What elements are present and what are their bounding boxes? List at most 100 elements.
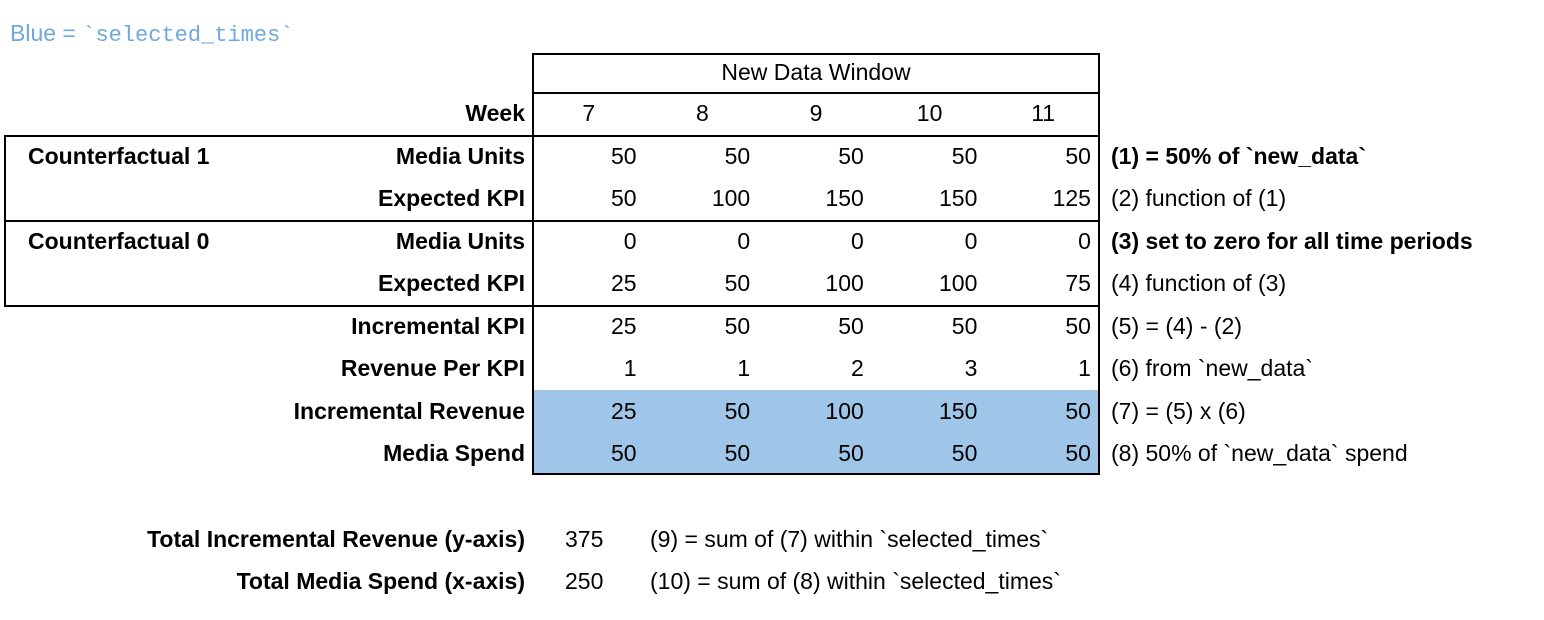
data-cell: 50 [951, 440, 978, 467]
spacer [525, 135, 532, 178]
row-label: Revenue Per KPI [340, 355, 525, 382]
row-annotation: (2) function of (1) [1111, 185, 1287, 212]
group-label: Counterfactual 0 [28, 227, 210, 254]
data-cell: 150 [939, 397, 978, 424]
week-cell: 10 [916, 100, 943, 126]
data-cell: 50 [1065, 440, 1091, 467]
row-label: Incremental Revenue [293, 397, 525, 424]
data-cell: 50 [1065, 397, 1091, 424]
row-values: 25 50 50 50 50 [532, 305, 1100, 348]
data-cell: 125 [1052, 185, 1091, 212]
data-cell: 50 [838, 142, 864, 169]
row-annotation: (3) set to zero for all time periods [1111, 227, 1473, 254]
data-cell: 150 [939, 185, 978, 212]
data-cell: 0 [623, 227, 637, 254]
data-cell: 50 [951, 312, 978, 339]
row-label: Expected KPI [378, 185, 525, 212]
data-cell: 25 [611, 270, 637, 297]
data-cell: 50 [724, 440, 751, 467]
data-cell: 50 [611, 142, 637, 169]
data-cell: 50 [724, 142, 751, 169]
row-values: 0 0 0 0 0 [532, 220, 1100, 263]
group-label [0, 390, 240, 433]
total-value: 250 [565, 567, 604, 594]
data-cell: 50 [724, 397, 751, 424]
table-row-incremental-revenue: Incremental Revenue 25 50 100 150 50 (7)… [0, 390, 1544, 433]
spacer [525, 263, 532, 306]
data-cell: 50 [838, 312, 864, 339]
data-cell: 1 [623, 355, 637, 382]
data-cell: 50 [724, 270, 751, 297]
table-row-cf0-expected-kpi: Expected KPI 25 50 100 100 75 (4) functi… [0, 263, 1544, 306]
data-cell: 1 [737, 355, 751, 382]
row-values: 25 50 100 100 75 [532, 263, 1100, 306]
row-label: Media Units [395, 227, 525, 254]
row-annotation: (4) function of (3) [1111, 270, 1287, 297]
total-value: 375 [565, 525, 604, 552]
data-cell: 3 [964, 355, 978, 382]
table-row-cf1-expected-kpi: Expected KPI 50 100 150 150 125 (2) func… [0, 178, 1544, 221]
data-cell: 100 [825, 270, 864, 297]
row-label: Media Spend [383, 440, 525, 467]
total-label: Total Media Spend (x-axis) [236, 567, 525, 594]
data-cell: 100 [711, 185, 751, 212]
week-cell: 11 [1031, 100, 1056, 126]
table-row-cf0-media-units: Counterfactual 0 Media Units 0 0 0 0 0 (… [0, 220, 1544, 263]
spacer [525, 348, 532, 391]
data-cell: 50 [838, 440, 864, 467]
row-values: 50 50 50 50 50 [532, 432, 1100, 475]
spacer [525, 220, 532, 263]
row-annotation: (1) = 50% of `new_data` [1111, 142, 1366, 169]
data-cell: 0 [1078, 227, 1091, 254]
row-annotation: (5) = (4) - (2) [1111, 312, 1242, 339]
data-cell: 0 [850, 227, 864, 254]
week-cell: 8 [695, 100, 709, 126]
row-annotation: (8) 50% of `new_data` spend [1111, 440, 1408, 467]
group-label [0, 348, 240, 391]
week-values: 7 8 9 10 11 [532, 92, 1100, 135]
table-row-media-spend: Media Spend 50 50 50 50 50 (8) 50% of `n… [0, 432, 1544, 476]
row-values: 1 1 2 3 1 [532, 348, 1100, 391]
data-cell: 50 [1065, 312, 1091, 339]
data-cell: 50 [951, 142, 978, 169]
group-label [0, 178, 240, 221]
group-label [0, 433, 240, 476]
legend-text: Blue = [10, 20, 83, 46]
data-cell: 150 [825, 185, 864, 212]
data-cell: 25 [611, 312, 637, 339]
row-annotation: (6) from `new_data` [1111, 355, 1313, 382]
legend-code: `selected_times` [82, 23, 294, 48]
total-annotation: (9) = sum of (7) within `selected_times` [650, 525, 1049, 552]
group-label [0, 263, 240, 306]
spacer [525, 178, 532, 221]
week-header-row: Week 7 8 9 10 11 [0, 92, 1544, 135]
spacer [525, 390, 532, 433]
row-label: Expected KPI [378, 270, 525, 297]
total-row-incremental-revenue: Total Incremental Revenue (y-axis) 375 (… [0, 518, 1544, 560]
group-label [0, 92, 240, 135]
table-row-incremental-kpi: Incremental KPI 25 50 50 50 50 (5) = (4)… [0, 305, 1544, 348]
data-cell: 75 [1065, 270, 1091, 297]
table-row-cf1-media-units: Counterfactual 1 Media Units 50 50 50 50… [0, 135, 1544, 178]
row-label: Incremental KPI [351, 312, 525, 339]
data-cell: 50 [724, 312, 751, 339]
data-cell: 50 [611, 185, 637, 212]
data-cell: 1 [1078, 355, 1091, 382]
row-values: 50 100 150 150 125 [532, 178, 1100, 221]
total-annotation: (10) = sum of (8) within `selected_times… [650, 567, 1061, 594]
data-cell: 25 [611, 397, 637, 424]
group-label: Counterfactual 1 [28, 142, 210, 169]
group-label [0, 305, 240, 348]
week-cell: 9 [809, 100, 823, 126]
table-row-revenue-per-kpi: Revenue Per KPI 1 1 2 3 1 (6) from `new_… [0, 348, 1544, 391]
data-cell: 50 [1065, 142, 1091, 169]
data-cell: 0 [737, 227, 751, 254]
data-cell: 2 [850, 355, 864, 382]
data-cell: 100 [939, 270, 978, 297]
spacer [525, 433, 532, 476]
window-header: New Data Window [721, 59, 911, 85]
total-row-media-spend: Total Media Spend (x-axis) 250 (10) = su… [0, 560, 1544, 602]
row-annotation: (7) = (5) x (6) [1111, 397, 1246, 424]
row-label: Media Units [395, 142, 525, 169]
